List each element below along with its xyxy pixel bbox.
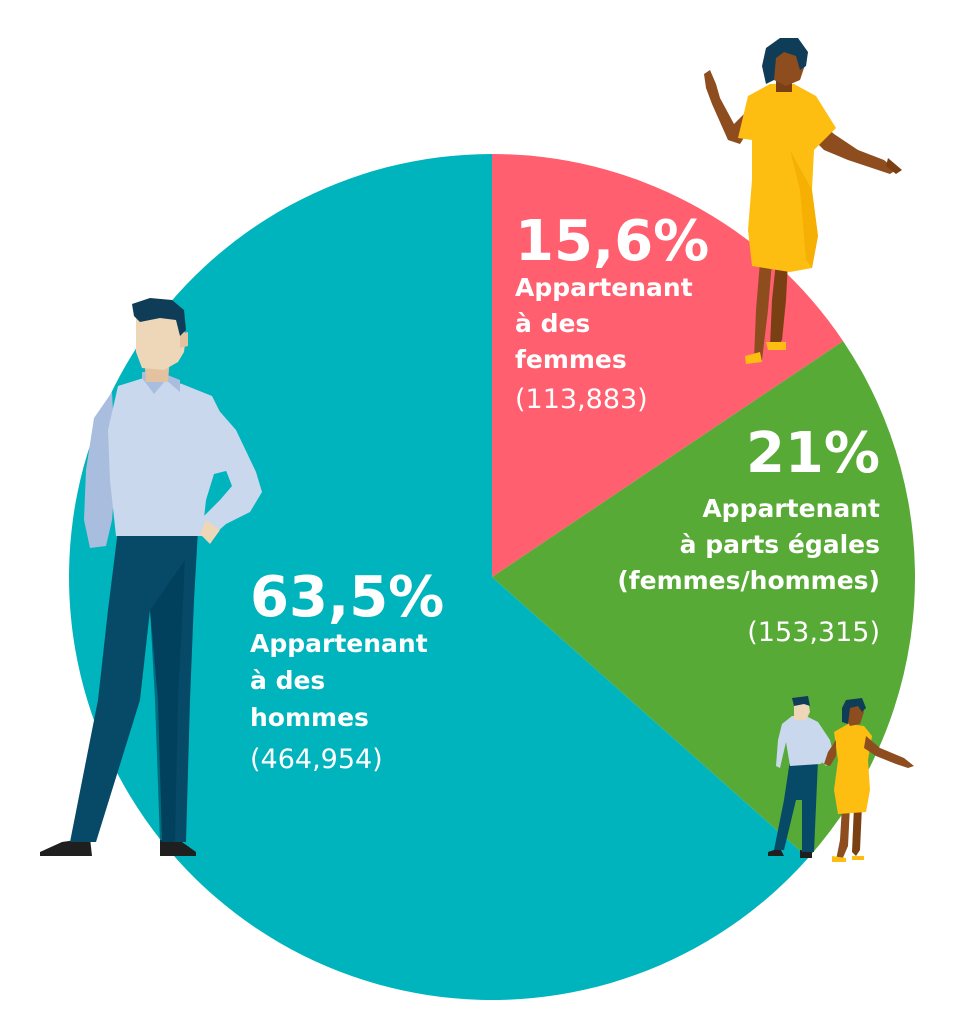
label-equal: 21% Appartenant à parts égales (femmes/h… (617, 421, 880, 648)
pie-slice-men (69, 154, 809, 1000)
percent-label-women: 15,6% (515, 209, 709, 274)
man-illustration (40, 298, 262, 856)
couple-illustration (768, 696, 914, 862)
percent-label-equal: 21% (746, 421, 880, 486)
category-label-men-line2: à des (250, 666, 325, 695)
category-label-equal-line1: Appartenant (702, 494, 880, 523)
category-label-women-line1: Appartenant (515, 273, 693, 302)
count-label-men: (464,954) (250, 744, 383, 775)
count-label-women: (113,883) (515, 384, 648, 415)
category-label-equal-line3: (femmes/hommes) (617, 566, 880, 595)
count-label-equal: (153,315) (747, 617, 880, 648)
category-label-women-line2: à des (515, 309, 590, 338)
category-label-men-line3: hommes (250, 703, 369, 732)
woman-illustration (704, 38, 902, 364)
percent-label-men: 63,5% (250, 565, 444, 630)
category-label-women-line3: femmes (515, 345, 627, 374)
label-men: 63,5% Appartenant à des hommes (464,954) (250, 565, 444, 775)
label-women: 15,6% Appartenant à des femmes (113,883) (515, 209, 709, 415)
category-label-equal-line2: à parts égales (680, 530, 880, 559)
category-label-men-line1: Appartenant (250, 629, 428, 658)
